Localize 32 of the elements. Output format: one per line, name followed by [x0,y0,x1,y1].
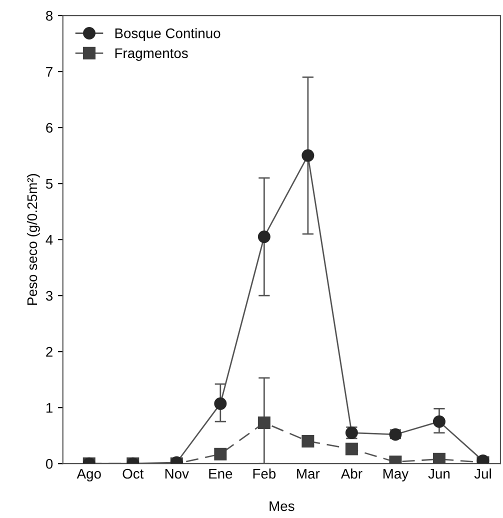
point [258,230,270,244]
x-tick-label: Abr [340,468,362,479]
x-tick-label: Jul [474,468,491,479]
point [214,448,227,460]
y-tick-label: 3 [46,290,53,301]
point [345,442,358,456]
point [302,434,314,448]
point [432,452,446,464]
y-tick-label: 7 [46,67,52,77]
point [214,397,227,410]
y-tick-label: 1 [46,403,52,413]
y-tick-label: 0 [46,458,53,469]
x-tick-label: Ene [209,468,232,479]
y-tick-label: 8 [46,10,53,21]
legend-label: Fragmentos [115,48,188,61]
y-tick-label: 2 [46,346,52,357]
x-tick-label: Ago [76,468,101,482]
x-axis-title: Mes [270,501,294,512]
point [258,416,270,429]
x-tick-label: May [383,468,409,482]
x-tick-label: Jun [428,468,450,479]
y-tick-label: 6 [46,122,53,133]
x-tick-label: Mar [297,468,320,479]
y-tick-label: 4 [46,235,53,245]
x-tick-label: Feb [253,468,276,479]
x-tick-label: Oct [122,468,144,479]
legend-label: Bosque Continuo [115,28,220,41]
point [302,149,314,162]
x-tick-label: Nov [165,468,189,479]
point [432,415,446,428]
y-tick-label: 5 [46,179,53,189]
y-axis-title: Peso seco (g/0.25m²) [26,174,40,305]
